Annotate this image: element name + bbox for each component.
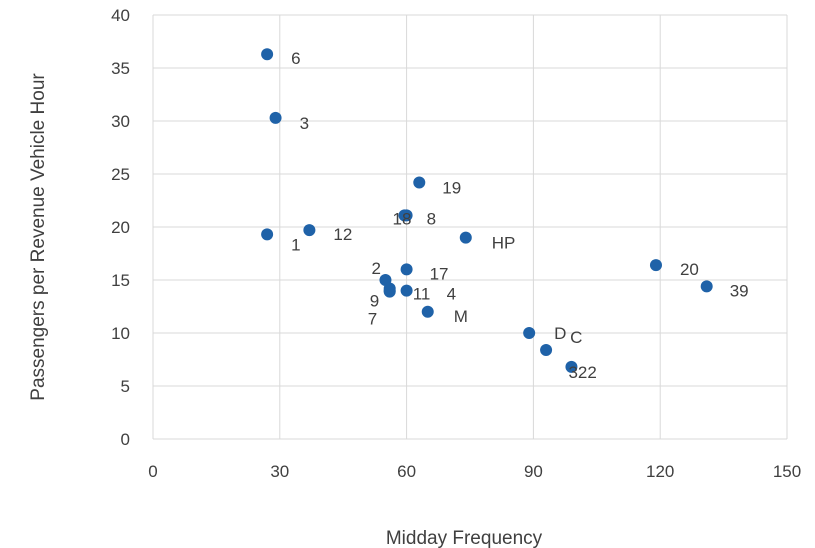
data-label: 17 (430, 264, 449, 283)
data-label: 3 (300, 114, 309, 133)
x-tick-label: 150 (773, 462, 801, 481)
data-point (400, 284, 413, 297)
y-tick-label: 0 (121, 430, 130, 449)
data-point (649, 259, 662, 272)
y-tick-label: 15 (111, 271, 130, 290)
data-label: 4 (447, 285, 456, 304)
data-label: 18 (392, 209, 411, 228)
data-point (523, 327, 536, 339)
data-label: 322 (568, 363, 596, 382)
data-label: 6 (291, 49, 300, 68)
gridlines (152, 14, 788, 440)
data-label: D (554, 324, 566, 343)
data-point (540, 343, 553, 356)
y-tick-label: 25 (111, 165, 130, 184)
x-tick-label: 30 (270, 462, 289, 481)
data-point (400, 209, 413, 222)
x-tick-label: 90 (524, 462, 543, 481)
y-tick-label: 30 (111, 112, 130, 131)
x-axis-title: Midday Frequency (386, 528, 543, 548)
data-label: 2 (371, 259, 380, 278)
data-label: 1 (291, 235, 300, 254)
data-label: HP (492, 234, 516, 253)
data-label: M (454, 307, 468, 326)
x-tick-label: 120 (646, 462, 674, 481)
data-points (261, 48, 713, 373)
data-point (413, 176, 426, 189)
data-label: 12 (333, 225, 352, 244)
y-tick-label: 10 (111, 324, 130, 343)
data-point (421, 305, 434, 318)
data-label: 20 (680, 260, 699, 279)
data-label: 11 (413, 285, 431, 304)
x-tick-label: 0 (148, 462, 157, 481)
data-point (700, 280, 713, 293)
data-point (261, 228, 274, 241)
data-point (459, 231, 472, 244)
data-point (261, 48, 274, 61)
y-axis-ticks: 0 5 10 15 20 25 30 35 40 (111, 6, 130, 449)
y-tick-label: 20 (111, 218, 130, 237)
y-tick-label: 5 (121, 377, 130, 396)
data-point (303, 224, 316, 237)
data-point (400, 263, 413, 276)
data-label: C (570, 328, 582, 347)
data-point (565, 360, 578, 373)
y-axis-title: Passengers per Revenue Vehicle Hour (28, 73, 49, 401)
data-point (269, 111, 282, 124)
y-tick-label: 40 (111, 6, 130, 25)
data-label: 9 (370, 291, 379, 310)
data-label: 39 (730, 281, 749, 300)
data-label: 19 (442, 178, 461, 197)
y-tick-label: 35 (111, 59, 130, 78)
data-point (383, 285, 396, 298)
x-tick-label: 60 (397, 462, 416, 481)
x-axis-ticks: 0 30 60 90 120 150 (148, 462, 801, 481)
point-labels: 6 3 1 12 19 18 8 HP 2 17 9 11 4 7 M D C 322 20 39 (291, 49, 748, 382)
data-label: 8 (427, 209, 436, 228)
data-label: 7 (368, 310, 377, 329)
